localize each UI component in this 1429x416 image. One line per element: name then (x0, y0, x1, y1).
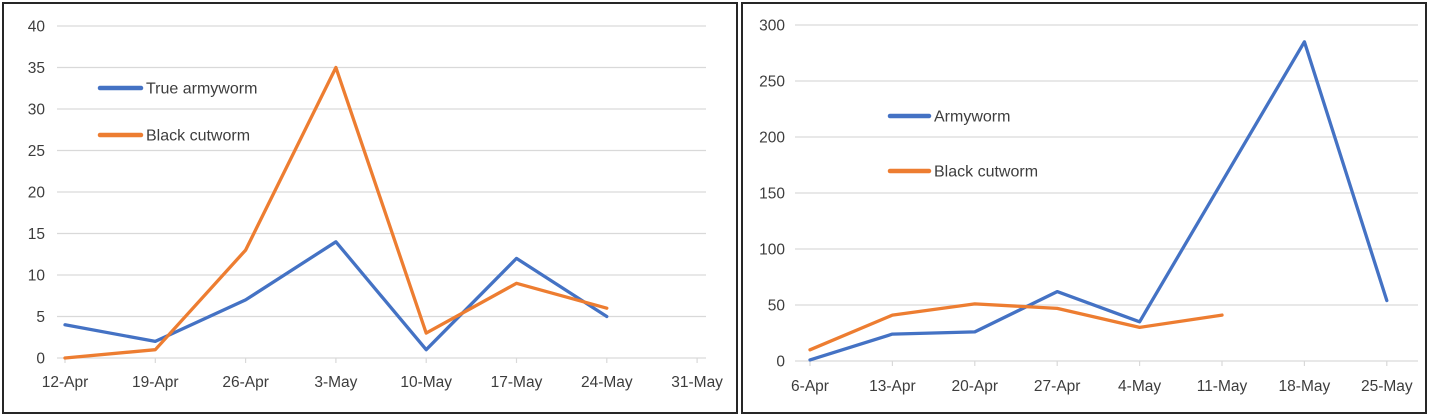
y-axis-tick-label: 200 (759, 130, 785, 147)
y-axis-tick-label: 10 (28, 268, 46, 285)
x-axis-tick-label: 3-May (314, 374, 357, 391)
y-axis-tick-label: 15 (28, 226, 45, 243)
y-axis-tick-label: 35 (28, 60, 45, 77)
y-axis-tick-label: 100 (759, 242, 785, 259)
left-chart-svg: 0 5 10 15 20 25 30 35 40 12-Apr 19-Apr 26-Apr 3-May 1… (28, 19, 723, 392)
right-chart-panel: 0 50 100 150 200 250 300 6-Apr 13-Apr 20-Apr 27-Ap… (741, 2, 1427, 414)
series-line-armyworm (808, 40, 1389, 362)
y-axis-tick-label: 20 (28, 185, 46, 202)
series-line-black-cutworm (63, 65, 609, 360)
x-axis-tick-label: 20-Apr (952, 378, 999, 395)
y-axis-tick-label: 0 (776, 354, 785, 371)
legend-item-armyworm: Armyworm (887, 109, 1010, 126)
left-chart-panel: 0 5 10 15 20 25 30 35 40 12-Apr 19-Apr 26-Apr 3-May 1… (2, 2, 738, 414)
x-axis-tick-label: 17-May (491, 374, 543, 391)
x-axis-tick-label: 19-Apr (132, 374, 179, 391)
y-axis-tick-label: 300 (759, 18, 785, 35)
legend-item-black-cutworm: Black cutworm (887, 164, 1038, 181)
x-axis-tick-label: 4-May (1118, 378, 1161, 395)
x-axis-tick-label: 18-May (1279, 378, 1331, 395)
x-axis-tick-label: 25-May (1361, 378, 1413, 395)
series-line-true-armyworm (63, 240, 609, 352)
x-axis-tick-label: 11-May (1197, 378, 1248, 395)
legend-label-armyworm: Armyworm (934, 109, 1010, 126)
legend-item-black-cutworm: Black cutworm (97, 128, 250, 145)
series-line-black-cutworm (808, 302, 1224, 352)
x-axis-tick-label: 6-Apr (791, 378, 829, 395)
legend-label-black-cutworm: Black cutworm (934, 164, 1038, 181)
x-axis-tick-label: 31-May (671, 374, 723, 391)
legend-item-true-armyworm: True armyworm (97, 81, 257, 98)
x-axis-tick-label: 24-May (581, 374, 633, 391)
y-axis-tick-label: 0 (36, 351, 45, 368)
y-axis-tick-label: 5 (36, 309, 45, 326)
x-axis-tick-label: 12-Apr (42, 374, 89, 391)
y-axis-tick-label: 40 (28, 19, 46, 36)
x-axis-tick-label: 10-May (400, 374, 452, 391)
y-axis-tick-label: 25 (28, 143, 45, 160)
legend-label-true-armyworm: True armyworm (146, 81, 257, 98)
y-axis-tick-label: 50 (768, 298, 786, 315)
legend-label-black-cutworm: Black cutworm (146, 128, 250, 145)
x-axis-tick-label: 27-Apr (1034, 378, 1081, 395)
y-axis-tick-label: 30 (28, 102, 46, 119)
y-axis-tick-label: 150 (759, 186, 785, 203)
x-axis-tick-label: 26-Apr (222, 374, 269, 391)
y-axis-tick-label: 250 (759, 74, 785, 91)
x-axis-tick-label: 13-Apr (869, 378, 916, 395)
right-chart-svg: 0 50 100 150 200 250 300 6-Apr 13-Apr 20-Apr 27-Ap… (759, 18, 1418, 395)
